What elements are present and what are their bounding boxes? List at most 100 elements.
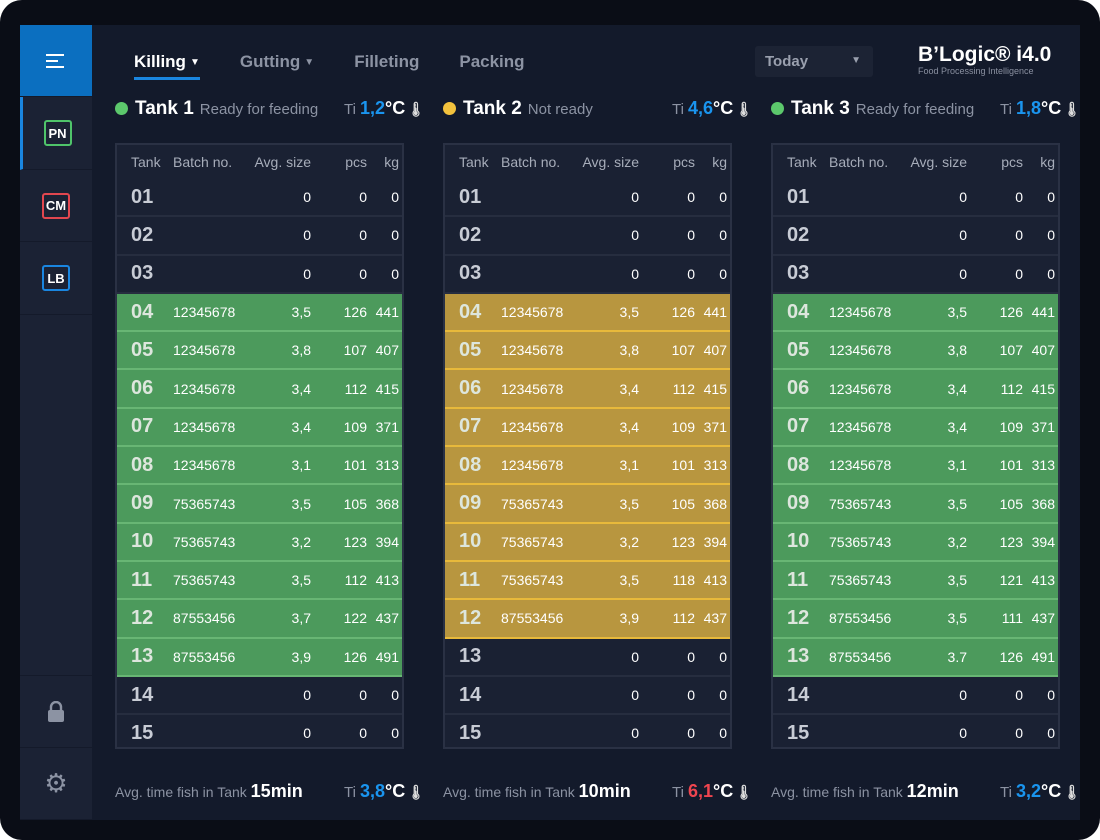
- table-row[interactable]: 01 0 0 0: [773, 179, 1058, 218]
- table-header: Tank Batch no. Avg. size pcs kg: [117, 145, 402, 179]
- table-row[interactable]: 04 12345678 3,5 126 441: [773, 293, 1058, 333]
- tank-number: 05: [787, 338, 810, 361]
- table-row[interactable]: 02 0 0 0: [445, 217, 730, 256]
- table-row[interactable]: 05 12345678 3,8 107 407: [773, 332, 1058, 371]
- thermometer-icon: 🌡: [735, 101, 753, 117]
- kg: 368: [1031, 495, 1055, 512]
- tank-number: 08: [459, 453, 482, 476]
- table-row[interactable]: 03 0 0 0: [773, 256, 1058, 294]
- table-row[interactable]: 14 0 0 0: [773, 677, 1058, 716]
- sidebar-item-lb[interactable]: LB: [20, 242, 92, 315]
- pcs: 0: [1015, 227, 1023, 244]
- table-row[interactable]: 03 0 0 0: [445, 256, 730, 294]
- table-row[interactable]: 10 75365743 3,2 123 394: [773, 523, 1058, 562]
- tab-filleting[interactable]: Filleting: [354, 52, 420, 71]
- table-row[interactable]: 06 12345678 3,4 112 415: [773, 370, 1058, 409]
- tab-killing[interactable]: Killing ▼: [134, 52, 200, 80]
- table-row[interactable]: 15 0 0 0: [773, 715, 1058, 747]
- kg: 407: [375, 342, 399, 359]
- avg-size: 3,2: [947, 533, 967, 550]
- temp-unit: °C: [385, 781, 406, 801]
- table-row[interactable]: 10 75365743 3,2 123 394: [117, 523, 402, 562]
- table-row[interactable]: 15 0 0 0: [445, 715, 730, 747]
- table-row[interactable]: 02 0 0 0: [117, 217, 402, 256]
- table-row[interactable]: 07 12345678 3,4 109 371: [773, 408, 1058, 448]
- avg-size: 0: [959, 687, 967, 703]
- sidebar-item-cm[interactable]: CM: [20, 170, 92, 242]
- table-row[interactable]: 14 0 0 0: [117, 677, 402, 716]
- kg: 0: [391, 725, 399, 742]
- tank-name: Tank 2: [463, 98, 522, 119]
- table-row[interactable]: 04 12345678 3,5 126 441: [445, 293, 730, 333]
- table-row[interactable]: 09 75365743 3,5 105 368: [445, 485, 730, 524]
- table-row[interactable]: 13 87553456 3,9 126 491: [117, 638, 402, 677]
- batch-no: 75365743: [829, 572, 892, 589]
- table-row[interactable]: 08 12345678 3,1 101 313: [445, 447, 730, 486]
- table-row[interactable]: 01 0 0 0: [117, 179, 402, 218]
- tank-number: 03: [459, 262, 482, 285]
- table-row[interactable]: 04 12345678 3,5 126 441: [117, 293, 402, 333]
- table-row[interactable]: 11 75365743 3,5 121 413: [773, 561, 1058, 601]
- table-row[interactable]: 11 75365743 3,5 112 413: [117, 561, 402, 601]
- batch-no: 75365743: [173, 495, 236, 512]
- temp-value: 1,8: [1015, 98, 1042, 118]
- batch-no: 12345678: [501, 304, 564, 321]
- column-header: pcs: [673, 154, 695, 170]
- kg: 407: [703, 342, 727, 359]
- tank-number: 07: [459, 415, 482, 438]
- table-row[interactable]: 10 75365743 3,2 123 394: [445, 523, 730, 562]
- table-row[interactable]: 09 75365743 3,5 105 368: [117, 485, 402, 524]
- table-row[interactable]: 13 0 0 0: [445, 639, 730, 677]
- table-row[interactable]: 06 12345678 3,4 112 415: [117, 370, 402, 409]
- table-row[interactable]: 06 12345678 3,4 112 415: [445, 370, 730, 409]
- ti-label: Ti: [1000, 784, 1012, 801]
- pcs: 0: [687, 227, 695, 244]
- batch-no: 12345678: [173, 380, 236, 397]
- batch-no: 12345678: [501, 342, 564, 359]
- sidebar-item-pn[interactable]: PN: [20, 97, 92, 170]
- avg-size: 0: [631, 725, 639, 742]
- table-row[interactable]: 07 12345678 3,4 109 371: [445, 408, 730, 448]
- temp-unit: °C: [1041, 98, 1062, 118]
- kg: 437: [703, 610, 727, 627]
- temp-unit: °C: [1041, 781, 1062, 801]
- table-row[interactable]: 12 87553456 3,5 111 437: [773, 600, 1058, 639]
- avg-size: 3,1: [619, 457, 639, 474]
- tank-number: 01: [131, 185, 154, 208]
- table-row[interactable]: 13 87553456 3.7 126 491: [773, 638, 1058, 677]
- batch-no: 75365743: [173, 533, 236, 550]
- table-row[interactable]: 14 0 0 0: [445, 677, 730, 716]
- menu-button[interactable]: [20, 25, 92, 97]
- tab-gutting[interactable]: Gutting ▼: [240, 52, 314, 80]
- table-row[interactable]: 05 12345678 3,8 107 407: [117, 332, 402, 371]
- tab-packing[interactable]: Packing: [459, 52, 525, 71]
- column-header: Batch no.: [501, 154, 561, 170]
- table-row[interactable]: 05 12345678 3,8 107 407: [445, 332, 730, 371]
- tank-number: 08: [787, 453, 810, 476]
- table-row[interactable]: 08 12345678 3,1 101 313: [117, 447, 402, 486]
- pcs: 126: [343, 304, 367, 321]
- table-row[interactable]: 15 0 0 0: [117, 715, 402, 747]
- avg-size: 3,8: [947, 342, 967, 359]
- table-row[interactable]: 12 87553456 3,9 112 437: [445, 600, 730, 639]
- batch-no: 87553456: [173, 648, 236, 665]
- table-row[interactable]: 08 12345678 3,1 101 313: [773, 447, 1058, 486]
- date-select[interactable]: Today ▼: [755, 46, 873, 77]
- table-row[interactable]: 09 75365743 3,5 105 368: [773, 485, 1058, 524]
- lock-button[interactable]: [20, 675, 92, 748]
- table-row[interactable]: 03 0 0 0: [117, 256, 402, 294]
- tank-table: Tank Batch no. Avg. size pcs kg 01 0 0 0 02 0 0 0 03 0…: [771, 143, 1060, 749]
- process-tabs: Killing ▼ Gutting ▼ Filleting Packing: [134, 52, 525, 80]
- table-row[interactable]: 11 75365743 3,5 118 413: [445, 561, 730, 601]
- table-row[interactable]: 01 0 0 0: [445, 179, 730, 218]
- kg: 441: [1031, 304, 1055, 321]
- pcs: 112: [672, 610, 695, 627]
- tank-number: 01: [787, 185, 810, 208]
- settings-button[interactable]: ⚙: [20, 748, 92, 820]
- kg: 437: [375, 610, 399, 627]
- table-row[interactable]: 07 12345678 3,4 109 371: [117, 408, 402, 448]
- kg: 0: [719, 189, 727, 206]
- table-row[interactable]: 02 0 0 0: [773, 217, 1058, 256]
- tank-status: Ready for feeding: [199, 101, 319, 118]
- table-row[interactable]: 12 87553456 3,7 122 437: [117, 600, 402, 639]
